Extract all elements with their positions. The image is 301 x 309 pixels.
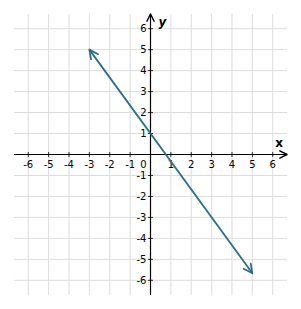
y-tick-label: -3 (137, 212, 147, 223)
y-tick (148, 70, 153, 71)
grid-line-y (14, 259, 287, 260)
y-tick (148, 91, 153, 92)
grid-line-y (14, 49, 287, 50)
x-tick-label: -4 (64, 159, 74, 170)
grid-line-x (191, 14, 192, 295)
x-tick (272, 152, 273, 157)
y-tick-label: 5 (140, 44, 146, 55)
x-tick-label: 2 (188, 159, 194, 170)
x-tick (252, 152, 253, 157)
y-tick (148, 238, 153, 239)
x-tick-label: -2 (105, 159, 115, 170)
x-tick (69, 152, 70, 157)
x-tick-label: -6 (23, 159, 33, 170)
grid-line-x (69, 14, 70, 295)
x-tick-label: -1 (125, 159, 135, 170)
grid-line-x (130, 14, 131, 295)
grid-line-x (170, 14, 171, 295)
x-tick (109, 152, 110, 157)
y-tick-label: -4 (137, 233, 147, 244)
grid-line-x (109, 14, 110, 295)
y-tick (148, 217, 153, 218)
y-tick-label: 6 (140, 23, 146, 34)
grid-line-x (272, 14, 273, 295)
grid-line-x (48, 14, 49, 295)
x-tick-label: -5 (44, 159, 54, 170)
y-tick-label: -1 (137, 170, 147, 181)
y-tick (148, 49, 153, 50)
x-tick-label: 4 (229, 159, 235, 170)
y-tick (148, 259, 153, 260)
x-tick (191, 152, 192, 157)
y-axis (150, 14, 151, 295)
y-tick-label: 3 (140, 86, 146, 97)
grid-line-x (89, 14, 90, 295)
x-tick (211, 152, 212, 157)
chart: -6-5-4-3-2-10123456-6-5-4-3-2-1123456xy (0, 0, 301, 309)
y-tick-label: -5 (137, 254, 147, 265)
grid-line-x (231, 14, 232, 295)
grid-line-y (14, 91, 287, 92)
x-tick (150, 152, 151, 157)
x-tick (170, 152, 171, 157)
y-tick-label: -6 (137, 275, 147, 286)
grid-line-x (211, 14, 212, 295)
grid-line-y (14, 70, 287, 71)
grid-line-x (252, 14, 253, 295)
grid-line-y (14, 238, 287, 239)
x-tick (48, 152, 49, 157)
x-tick (130, 152, 131, 157)
line (89, 50, 252, 274)
grid-line-x (28, 14, 29, 295)
x-tick (231, 152, 232, 157)
ticks: -6-5-4-3-2-10123456-6-5-4-3-2-1123456 (23, 23, 276, 286)
grid-line-y (14, 28, 287, 29)
grid-line-y (14, 175, 287, 176)
grid-line-y (14, 112, 287, 113)
x-tick-label: -3 (84, 159, 94, 170)
plot-area (89, 50, 252, 274)
y-tick-label: 1 (140, 128, 146, 139)
x-tick (89, 152, 90, 157)
x-tick-label: 3 (208, 159, 214, 170)
x-tick-label: 0 (140, 159, 146, 170)
y-axis-label: y (159, 15, 168, 29)
grid-line-y (14, 196, 287, 197)
y-tick (148, 175, 153, 176)
x-tick (28, 152, 29, 157)
y-tick (148, 280, 153, 281)
x-tick-label: 5 (249, 159, 255, 170)
y-tick (148, 196, 153, 197)
x-tick-label: 6 (270, 159, 276, 170)
grid-line-y (14, 217, 287, 218)
grid-line-x (150, 14, 151, 295)
y-tick (148, 112, 153, 113)
x-axis-label: x (275, 136, 283, 150)
grid-line-y (14, 280, 287, 281)
grid (14, 14, 287, 295)
y-tick-label: 2 (140, 107, 146, 118)
y-tick-label: 4 (140, 65, 146, 76)
y-tick-label: -2 (137, 191, 147, 202)
y-tick (148, 28, 153, 29)
